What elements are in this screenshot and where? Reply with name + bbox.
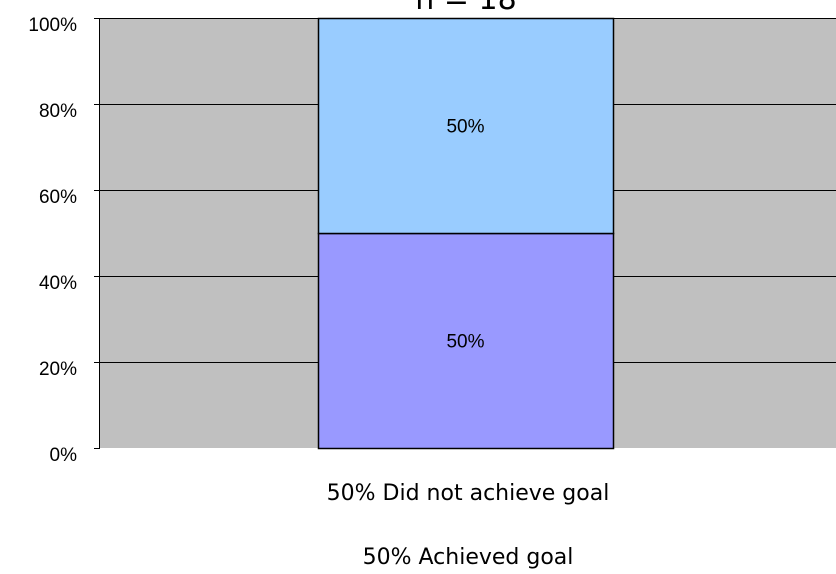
bar-segment-achieved-goal: [317, 232, 615, 450]
y-tick-label: 60%: [39, 187, 77, 208]
y-tick-label: 40%: [39, 273, 77, 294]
chart-title: n = 18: [415, 0, 516, 17]
data-label-achieved-goal: 50%: [446, 332, 484, 353]
legend-entry-achieved-goal: 50% Achieved goal: [362, 545, 574, 570]
y-tick-label: 100%: [28, 15, 77, 36]
y-tick-label: 0%: [50, 445, 78, 466]
y-tick-label: 20%: [39, 359, 77, 380]
legend-entry-did-not-achieve-goal: 50% Did not achieve goal: [326, 481, 610, 506]
data-label-did-not-achieve-goal: 50%: [446, 117, 484, 138]
bar-segment-did-not-achieve-goal: [317, 17, 615, 235]
y-tick-label: 80%: [39, 101, 77, 122]
